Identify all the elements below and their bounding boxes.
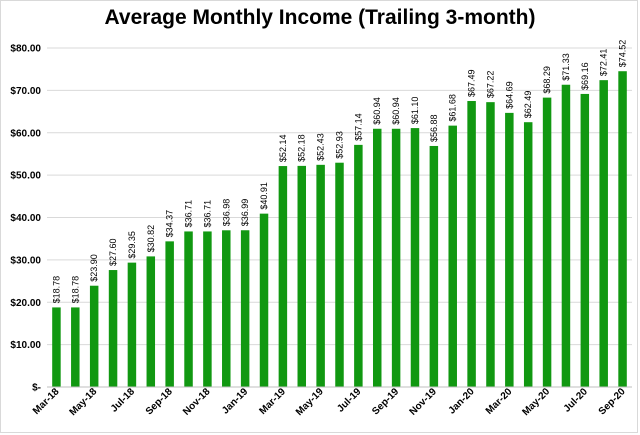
x-tick-label: Jul-19: [335, 386, 364, 415]
bar: [391, 128, 401, 387]
y-axis-ticks: $- $10.00 $20.00 $30.00 $40.00 $50.00 $60.00 $7…: [10, 44, 41, 394]
x-tick-label: Mar-20: [484, 386, 515, 417]
x-tick-label: Jul-18: [109, 386, 138, 415]
data-label: $23.90: [89, 254, 99, 282]
data-label: $27.60: [108, 239, 118, 267]
y-tick-label: $60.00: [10, 128, 41, 139]
data-label: $36.71: [202, 200, 212, 228]
data-label: $67.22: [485, 71, 495, 99]
bar: [127, 262, 137, 387]
bar: [71, 307, 80, 387]
bar: [486, 102, 495, 388]
bar: [561, 84, 571, 387]
bar: [542, 97, 552, 387]
data-label: $61.68: [448, 94, 458, 122]
data-label: $64.69: [504, 81, 514, 109]
data-label: $52.93: [335, 131, 345, 159]
x-axis-ticks: Mar-18 May-18 Jul-18 Sep-18 Nov-18 Jan-19 Mar-…: [31, 386, 628, 418]
data-label: $52.14: [278, 135, 288, 163]
bar: [354, 144, 363, 387]
bar: [618, 71, 627, 387]
y-tick-label: $70.00: [10, 86, 41, 97]
data-label: $40.91: [259, 182, 269, 210]
bar: [278, 166, 288, 387]
bar: [240, 230, 250, 387]
bar: [259, 213, 269, 387]
data-label: $61.10: [410, 97, 420, 125]
y-tick-label: $10.00: [10, 340, 41, 351]
data-label: $36.71: [184, 200, 194, 228]
x-tick-label: Nov-18: [181, 386, 213, 418]
bar: [146, 256, 156, 387]
chart-title: Average Monthly Income (Trailing 3-month…: [104, 6, 536, 29]
y-tick-label: $30.00: [10, 255, 41, 266]
bar: [184, 231, 193, 387]
bar: [523, 122, 533, 388]
data-label: $34.37: [165, 210, 175, 238]
bar: [316, 164, 325, 387]
data-label: $62.49: [523, 91, 533, 119]
data-label: $29.35: [127, 231, 137, 259]
x-tick-label: Jul-20: [562, 386, 591, 415]
data-label: $56.88: [429, 114, 439, 142]
bars: [52, 71, 627, 388]
bar: [448, 125, 457, 388]
x-tick-label: May-20: [520, 386, 552, 418]
data-label: $67.49: [467, 69, 477, 97]
data-label: $69.16: [580, 62, 590, 90]
data-label: $60.94: [372, 97, 382, 125]
bar: [52, 307, 61, 387]
data-label: $18.78: [70, 276, 80, 304]
bar: [505, 112, 514, 387]
y-tick-label: $40.00: [10, 213, 41, 224]
y-tick-label: $50.00: [10, 171, 41, 182]
y-tick-label: $-: [32, 383, 41, 394]
x-tick-label: Sep-20: [597, 386, 628, 417]
data-label: $72.41: [599, 49, 609, 77]
x-tick-label: Nov-19: [408, 386, 440, 418]
data-label: $36.99: [240, 199, 250, 227]
bar: [429, 145, 439, 387]
x-tick-label: Jan-19: [220, 386, 250, 416]
bar: [580, 93, 590, 387]
data-label: $36.98: [221, 199, 231, 227]
data-label: $68.29: [542, 66, 552, 94]
x-tick-label: Sep-18: [144, 386, 175, 417]
bar: [467, 101, 476, 388]
bar: [335, 162, 344, 387]
x-tick-label: Sep-19: [370, 386, 401, 417]
data-label: $71.33: [561, 53, 571, 81]
data-label: $74.52: [618, 40, 628, 68]
y-tick-label: $80.00: [10, 44, 41, 55]
data-label: $52.43: [316, 133, 326, 161]
data-label: $57.14: [353, 113, 363, 141]
x-tick-label: May-18: [68, 386, 100, 418]
data-labels: $18.78 $18.78 $23.90 $27.60 $29.35 $30.82 $34.…: [51, 40, 627, 304]
bar: [203, 231, 212, 387]
x-tick-label: Mar-19: [257, 386, 288, 417]
y-tick-label: $20.00: [10, 298, 41, 309]
data-label: $30.82: [146, 225, 156, 253]
bar: [222, 230, 231, 387]
data-label: $60.94: [391, 97, 401, 125]
bar: [89, 285, 99, 387]
bar: [297, 165, 307, 387]
x-tick-label: Jan-20: [447, 386, 477, 416]
data-label: $52.18: [297, 134, 307, 162]
data-label: $18.78: [51, 276, 61, 304]
bar: [165, 241, 174, 387]
bar: [410, 128, 420, 387]
bar: [372, 128, 382, 387]
bar: [599, 80, 608, 387]
x-tick-label: May-19: [294, 386, 326, 418]
bar: [108, 270, 118, 387]
